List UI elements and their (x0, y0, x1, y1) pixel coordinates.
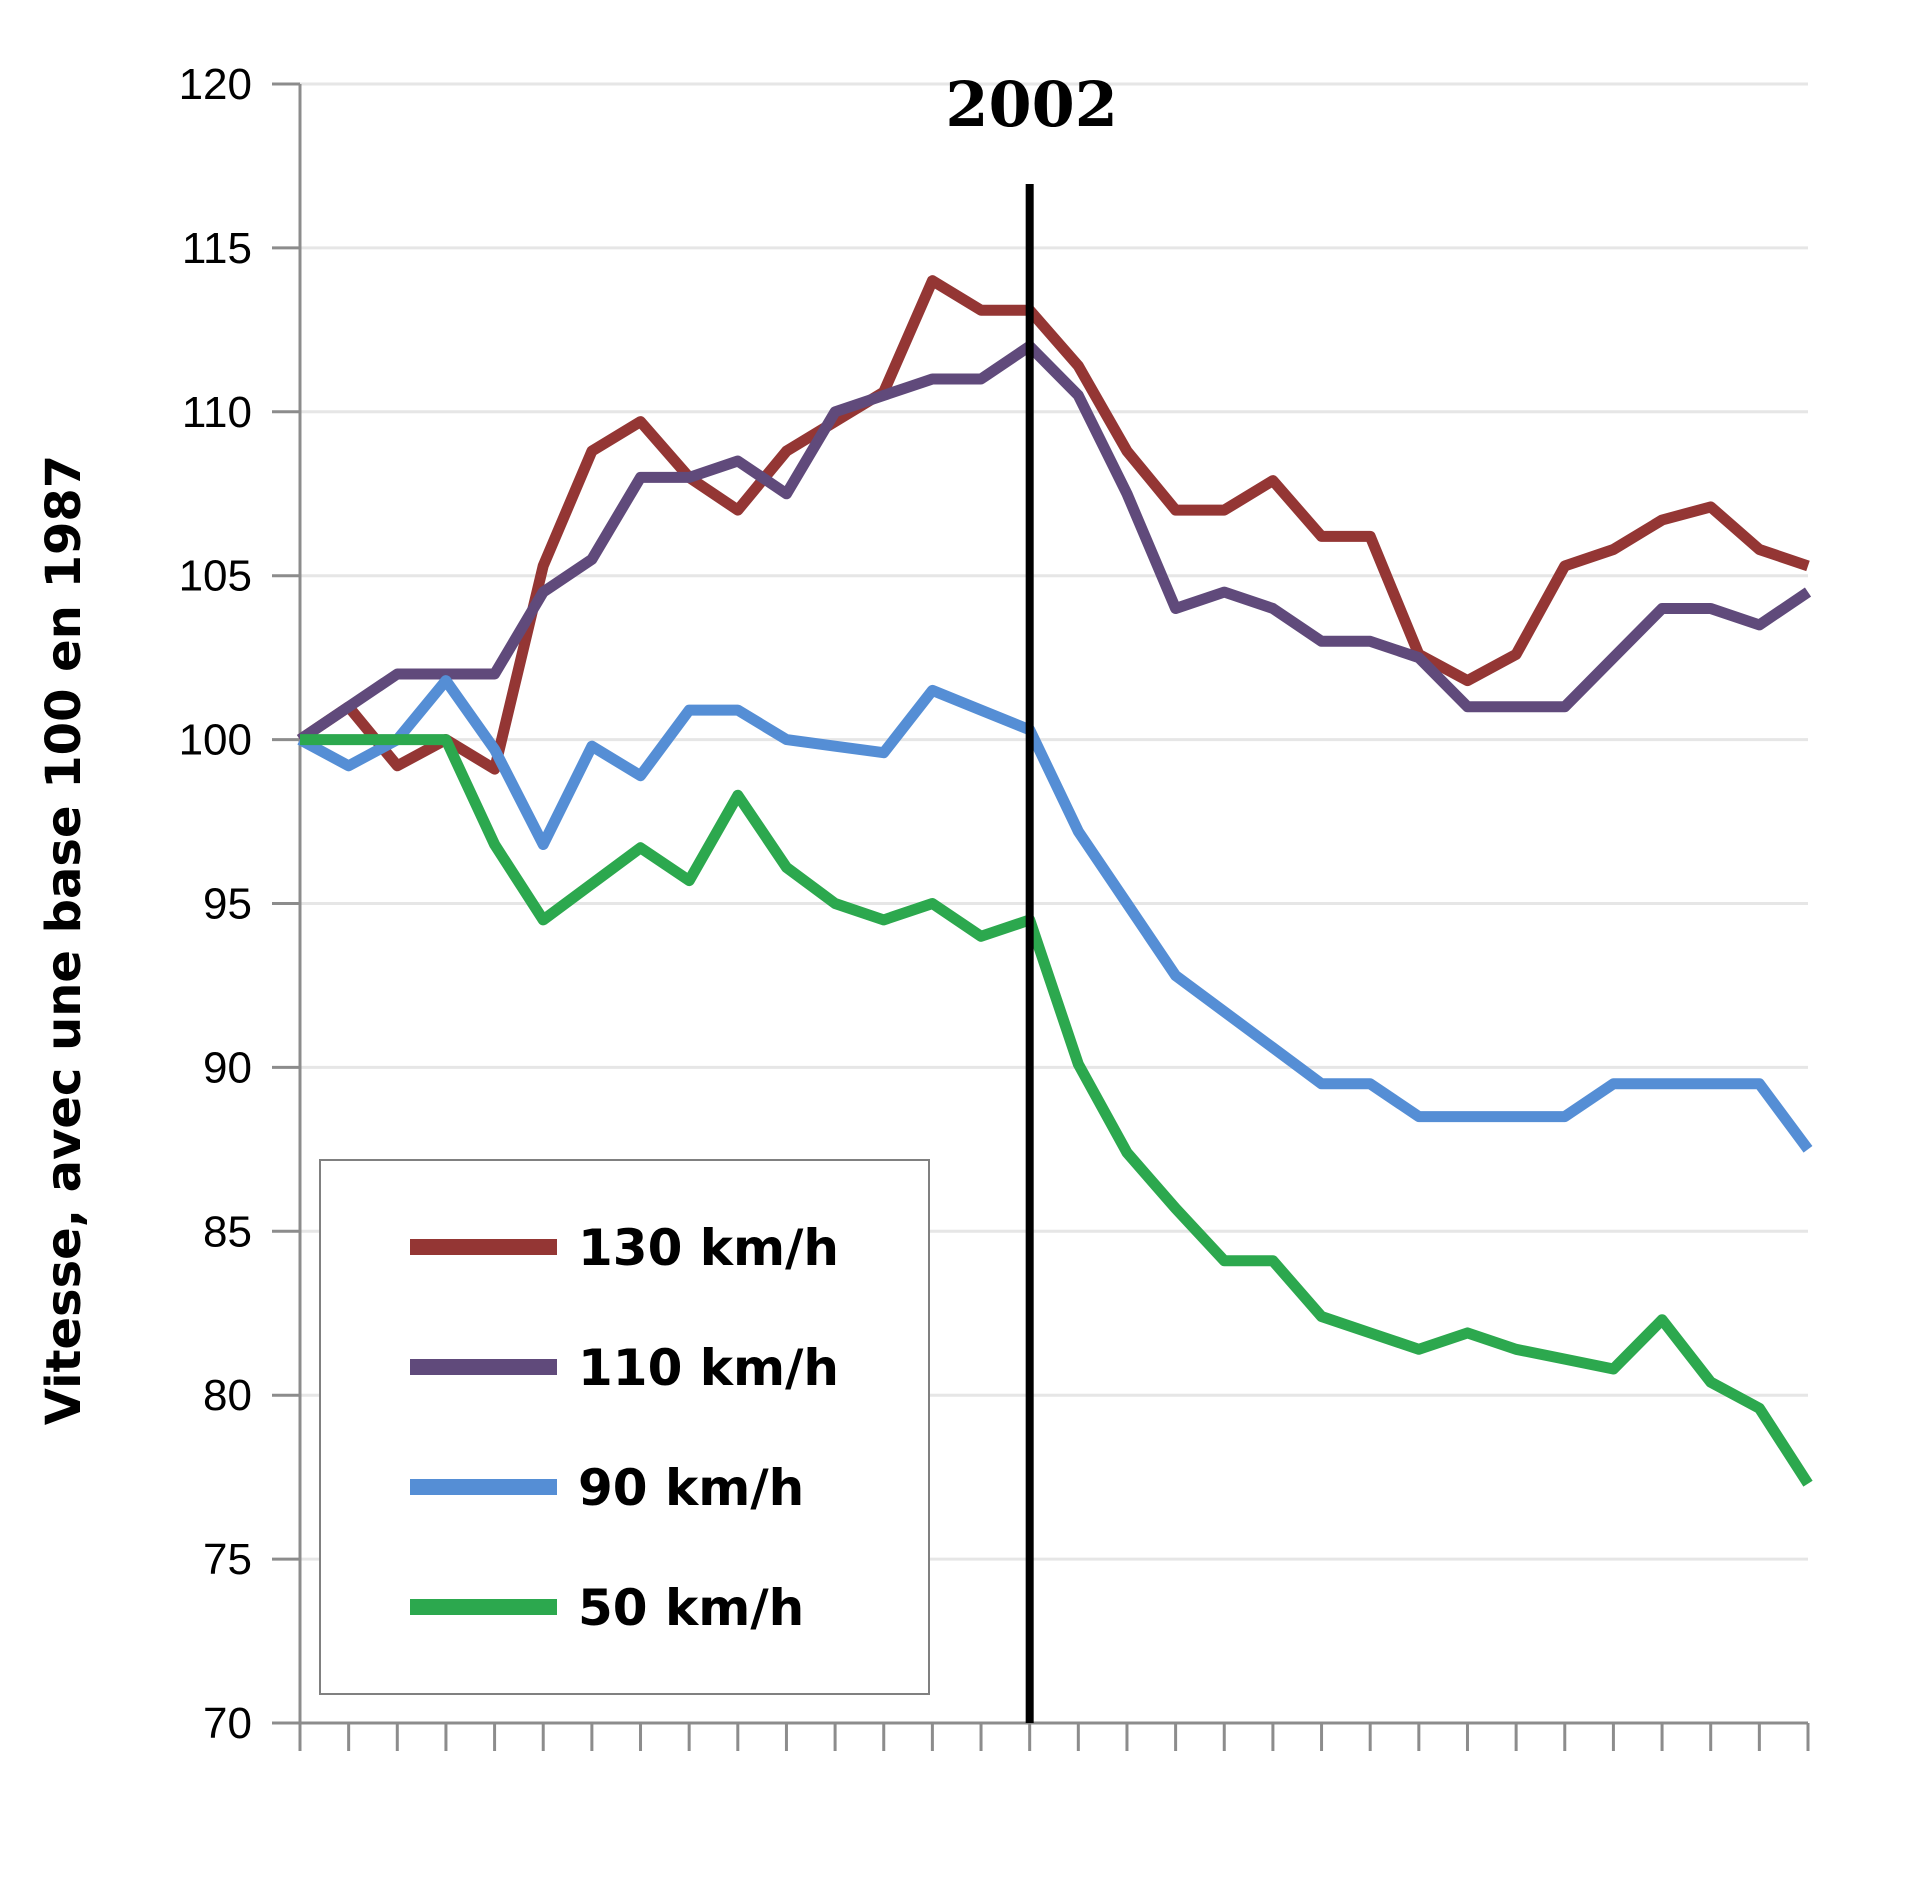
y-tick-label: 115 (182, 224, 252, 273)
series-line-3 (300, 734, 1813, 1487)
annotation-2002: 2002 (945, 68, 1118, 1723)
y-tick-label: 70 (203, 1699, 252, 1748)
legend-items: 130 km/h 110 km/h 90 km/h 50 km/h (410, 1219, 839, 1637)
y-tick-label: 110 (182, 388, 252, 437)
annotation-label: 2002 (945, 68, 1118, 141)
y-axis-title: Vitesse, avec une base 100 en 1987 (36, 455, 92, 1425)
legend-label: 90 km/h (578, 1459, 804, 1517)
series-line-2 (297, 675, 1813, 1153)
x-axis (298, 1721, 1810, 1751)
y-tick-label: 120 (179, 60, 252, 109)
y-tick-label: 90 (203, 1043, 252, 1092)
y-tick-label: 85 (203, 1207, 252, 1256)
y-tick-label: 80 (203, 1371, 252, 1420)
legend: 130 km/h 110 km/h 90 km/h 50 km/h (319, 1159, 930, 1695)
y-tick-label: 105 (179, 552, 252, 601)
series-line-0 (296, 275, 1810, 775)
y-axis: 70 75 80 85 90 95 100 105 110 115 120 (179, 60, 302, 1748)
legend-label: 110 km/h (578, 1339, 839, 1397)
legend-label: 50 km/h (578, 1579, 804, 1637)
series-line-1 (296, 340, 1812, 745)
y-tick-label: 100 (179, 716, 252, 765)
y-tick-label: 75 (203, 1535, 252, 1584)
y-tick-label: 95 (203, 880, 252, 929)
legend-label: 130 km/h (578, 1219, 839, 1277)
series-lines (296, 275, 1813, 1487)
